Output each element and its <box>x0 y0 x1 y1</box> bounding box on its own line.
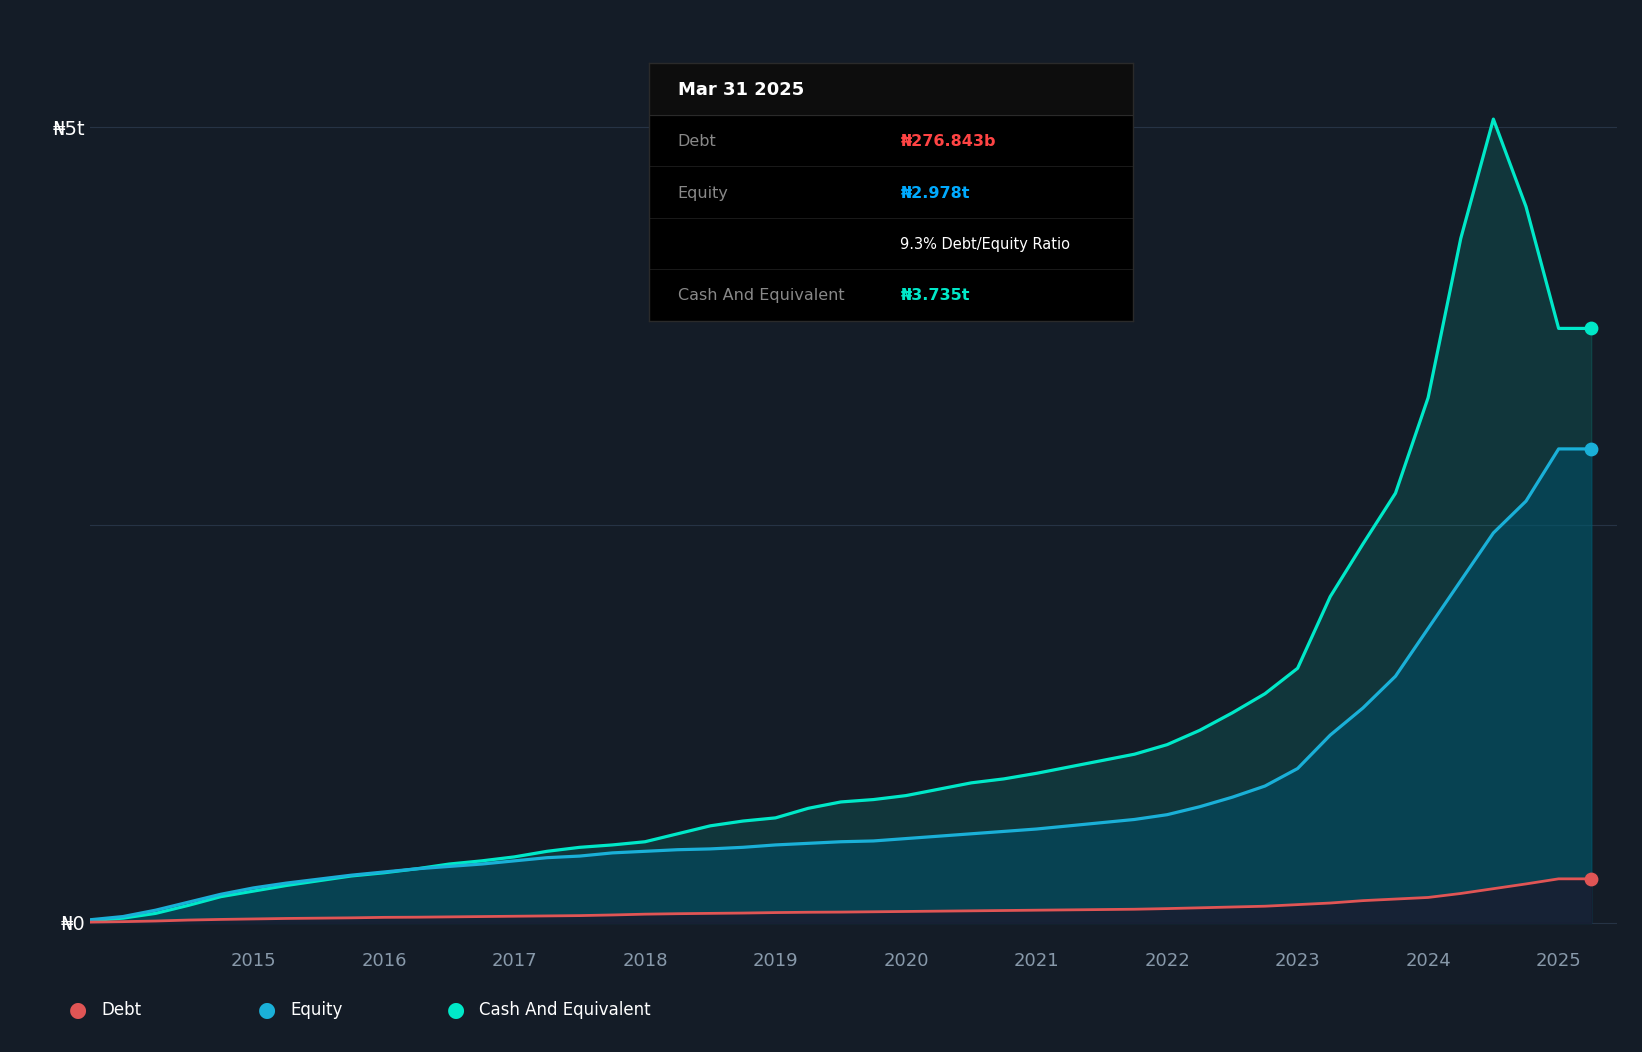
Text: Debt: Debt <box>102 1000 141 1019</box>
Bar <box>649 58 1133 115</box>
Text: Equity: Equity <box>678 186 729 201</box>
Point <box>1578 320 1604 337</box>
Text: Debt: Debt <box>678 135 716 149</box>
Text: Cash And Equivalent: Cash And Equivalent <box>678 287 844 303</box>
Text: Cash And Equivalent: Cash And Equivalent <box>479 1000 652 1019</box>
Text: ●: ● <box>447 999 465 1020</box>
Text: ₦3.735t: ₦3.735t <box>900 287 970 303</box>
Text: ●: ● <box>258 999 276 1020</box>
Text: ₦2.978t: ₦2.978t <box>900 186 970 201</box>
Text: ●: ● <box>69 999 87 1020</box>
Text: Equity: Equity <box>291 1000 343 1019</box>
Text: ₦276.843b: ₦276.843b <box>900 135 997 149</box>
Text: 9.3% Debt/Equity Ratio: 9.3% Debt/Equity Ratio <box>900 238 1071 252</box>
Point <box>1578 441 1604 458</box>
Point <box>1578 870 1604 887</box>
Text: Mar 31 2025: Mar 31 2025 <box>678 81 805 99</box>
